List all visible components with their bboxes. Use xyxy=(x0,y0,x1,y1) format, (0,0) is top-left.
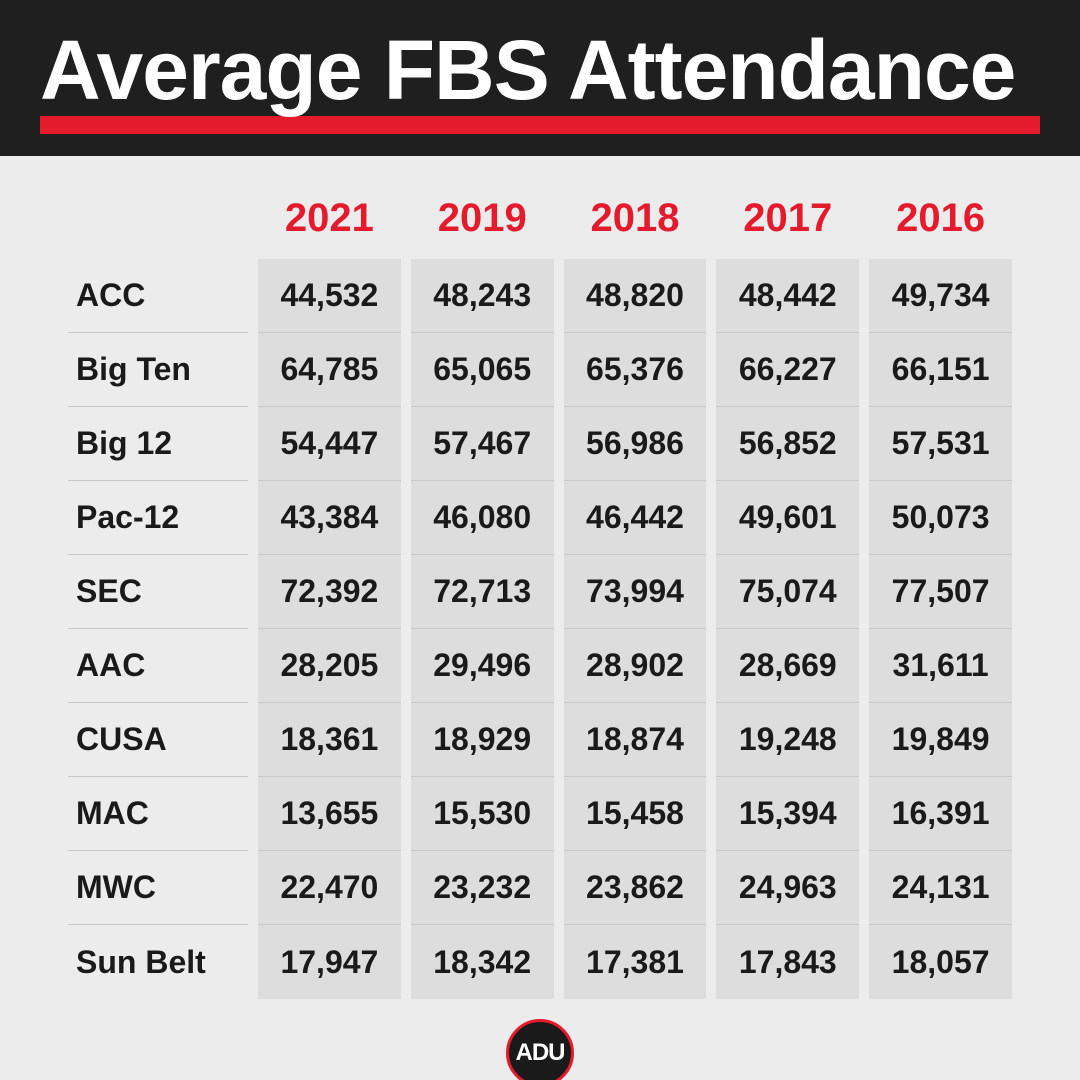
table-row: MAC13,65515,53015,45815,39416,391 xyxy=(68,777,1012,851)
attendance-value: 46,442 xyxy=(564,481,707,555)
conference-label: CUSA xyxy=(68,703,248,777)
title-underline xyxy=(40,116,1040,134)
year-header: 2019 xyxy=(411,180,554,259)
attendance-value: 57,531 xyxy=(869,407,1012,481)
logo-row: ADU xyxy=(0,999,1080,1080)
attendance-value: 56,986 xyxy=(564,407,707,481)
conference-label: Big 12 xyxy=(68,407,248,481)
conference-label: MAC xyxy=(68,777,248,851)
attendance-value: 66,227 xyxy=(716,333,859,407)
attendance-value: 65,376 xyxy=(564,333,707,407)
attendance-value: 48,442 xyxy=(716,259,859,333)
table-row: AAC28,20529,49628,90228,66931,611 xyxy=(68,629,1012,703)
attendance-value: 18,361 xyxy=(258,703,401,777)
attendance-value: 24,131 xyxy=(869,851,1012,925)
table-container: 2021 2019 2018 2017 2016 ACC44,53248,243… xyxy=(0,156,1080,999)
attendance-value: 28,902 xyxy=(564,629,707,703)
adu-logo: ADU xyxy=(506,1019,574,1080)
conference-label: MWC xyxy=(68,851,248,925)
conference-label: SEC xyxy=(68,555,248,629)
logo-text: ADU xyxy=(516,1039,565,1067)
attendance-value: 15,458 xyxy=(564,777,707,851)
attendance-value: 19,248 xyxy=(716,703,859,777)
attendance-value: 57,467 xyxy=(411,407,554,481)
attendance-value: 13,655 xyxy=(258,777,401,851)
attendance-table: 2021 2019 2018 2017 2016 ACC44,53248,243… xyxy=(58,180,1022,999)
year-header: 2017 xyxy=(716,180,859,259)
attendance-value: 16,391 xyxy=(869,777,1012,851)
attendance-value: 48,820 xyxy=(564,259,707,333)
table-row: Pac-1243,38446,08046,44249,60150,073 xyxy=(68,481,1012,555)
attendance-value: 56,852 xyxy=(716,407,859,481)
attendance-value: 17,947 xyxy=(258,925,401,999)
attendance-value: 46,080 xyxy=(411,481,554,555)
conference-label: Pac-12 xyxy=(68,481,248,555)
table-row: MWC22,47023,23223,86224,96324,131 xyxy=(68,851,1012,925)
attendance-value: 48,243 xyxy=(411,259,554,333)
year-header: 2021 xyxy=(258,180,401,259)
attendance-value: 17,843 xyxy=(716,925,859,999)
year-header: 2018 xyxy=(564,180,707,259)
attendance-value: 65,065 xyxy=(411,333,554,407)
attendance-value: 50,073 xyxy=(869,481,1012,555)
attendance-value: 31,611 xyxy=(869,629,1012,703)
conference-label: Sun Belt xyxy=(68,925,248,999)
attendance-value: 75,074 xyxy=(716,555,859,629)
attendance-value: 77,507 xyxy=(869,555,1012,629)
attendance-value: 15,530 xyxy=(411,777,554,851)
attendance-value: 23,862 xyxy=(564,851,707,925)
conference-label: Big Ten xyxy=(68,333,248,407)
attendance-value: 18,342 xyxy=(411,925,554,999)
attendance-value: 18,929 xyxy=(411,703,554,777)
conference-label: AAC xyxy=(68,629,248,703)
attendance-value: 64,785 xyxy=(258,333,401,407)
attendance-value: 49,601 xyxy=(716,481,859,555)
table-row: Sun Belt17,94718,34217,38117,84318,057 xyxy=(68,925,1012,999)
attendance-value: 17,381 xyxy=(564,925,707,999)
attendance-value: 29,496 xyxy=(411,629,554,703)
conference-label: ACC xyxy=(68,259,248,333)
attendance-value: 44,532 xyxy=(258,259,401,333)
attendance-value: 15,394 xyxy=(716,777,859,851)
attendance-value: 73,994 xyxy=(564,555,707,629)
attendance-value: 43,384 xyxy=(258,481,401,555)
header: Average FBS Attendance xyxy=(0,0,1080,156)
table-row: Big Ten64,78565,06565,37666,22766,151 xyxy=(68,333,1012,407)
attendance-value: 49,734 xyxy=(869,259,1012,333)
attendance-value: 28,669 xyxy=(716,629,859,703)
attendance-value: 54,447 xyxy=(258,407,401,481)
attendance-value: 18,874 xyxy=(564,703,707,777)
attendance-value: 24,963 xyxy=(716,851,859,925)
table-header-row: 2021 2019 2018 2017 2016 xyxy=(68,180,1012,259)
attendance-value: 66,151 xyxy=(869,333,1012,407)
table-row: CUSA18,36118,92918,87419,24819,849 xyxy=(68,703,1012,777)
attendance-value: 19,849 xyxy=(869,703,1012,777)
table-row: Big 1254,44757,46756,98656,85257,531 xyxy=(68,407,1012,481)
attendance-value: 72,392 xyxy=(258,555,401,629)
attendance-value: 22,470 xyxy=(258,851,401,925)
attendance-value: 18,057 xyxy=(869,925,1012,999)
attendance-value: 23,232 xyxy=(411,851,554,925)
year-header: 2016 xyxy=(869,180,1012,259)
header-blank xyxy=(68,180,248,259)
page-title: Average FBS Attendance xyxy=(40,28,1040,112)
table-row: ACC44,53248,24348,82048,44249,734 xyxy=(68,259,1012,333)
attendance-value: 72,713 xyxy=(411,555,554,629)
table-row: SEC72,39272,71373,99475,07477,507 xyxy=(68,555,1012,629)
attendance-value: 28,205 xyxy=(258,629,401,703)
